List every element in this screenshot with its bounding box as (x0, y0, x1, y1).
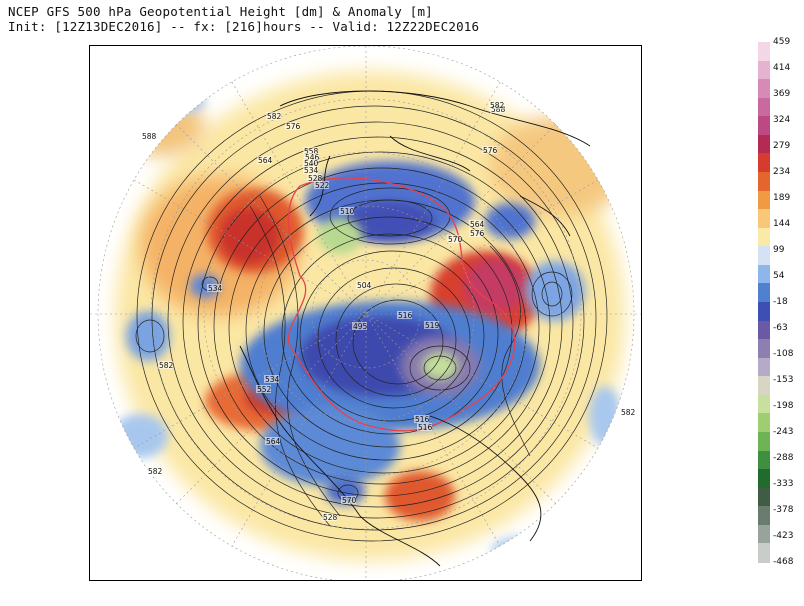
height-label: 570 (342, 496, 357, 505)
height-label: 516 (418, 423, 433, 432)
colorbar-swatch (758, 339, 770, 359)
colorbar-label: 369 (773, 89, 791, 99)
chart-title: NCEP GFS 500 hPa Geopotential Height [dm… (8, 4, 433, 19)
colorbar-label: 324 (773, 115, 791, 125)
height-label: 576 (470, 229, 485, 238)
colorbar-swatch (758, 134, 770, 154)
colorbar-label: -108 (773, 349, 794, 359)
height-label: 516 (398, 311, 413, 320)
colorbar-label: -153 (773, 375, 794, 385)
colorbar-swatch (758, 320, 770, 340)
colorbar-swatch (758, 394, 770, 414)
colorbar-swatch (758, 209, 770, 229)
colorbar-swatch (758, 264, 770, 284)
height-label: 534 (208, 284, 223, 293)
colorbar-label: -18 (773, 297, 788, 307)
height-label: 540 (304, 159, 319, 168)
height-label: 528 (323, 513, 338, 522)
colorbar-label: 234 (773, 167, 791, 177)
colorbar-label: 189 (773, 193, 791, 203)
height-label: 519 (425, 321, 440, 330)
colorbar-swatch (758, 116, 770, 136)
colorbar-swatch (758, 357, 770, 377)
colorbar-swatch (758, 469, 770, 489)
colorbar-label: -288 (773, 453, 794, 463)
height-label: 570 (448, 235, 463, 244)
height-label: 552 (257, 385, 272, 394)
colorbar-swatch (758, 543, 770, 563)
colorbar-label: -378 (773, 505, 794, 515)
colorbar-swatch (758, 302, 770, 322)
height-label-layer: 5885825765645585465405345285225105044955… (141, 101, 636, 522)
height-label: 534 (265, 375, 280, 384)
graticule (90, 46, 641, 580)
height-label: 528 (308, 174, 323, 183)
colorbar-label: -198 (773, 401, 794, 411)
colorbar-swatch (758, 97, 770, 117)
height-label: 582 (267, 112, 282, 121)
colorbar-swatch (758, 450, 770, 470)
colorbar-label: 459 (773, 37, 791, 47)
height-label: 522 (315, 181, 330, 190)
colorbar-swatch (758, 283, 770, 303)
colorbar-swatch (758, 506, 770, 526)
colorbar-swatch (758, 79, 770, 99)
height-label: 582 (148, 467, 163, 476)
colorbar-label: 54 (773, 271, 785, 281)
anomaly-field (112, 71, 630, 565)
height-label: 546 (305, 153, 320, 162)
height-label: 504 (357, 281, 372, 290)
colorbar-swatch (758, 432, 770, 452)
height-label: 564 (470, 220, 485, 229)
height-label: 576 (483, 146, 498, 155)
polar-map: 588 582 576 564 558 546 540 534 528 522 510 504 495 5… (89, 45, 642, 581)
anomaly-colorbar: 459 414 369 324 279 234 189 144 99 54 -18 -63 -108 -1… (758, 37, 800, 567)
colorbar-swatch (758, 42, 770, 62)
height-label: 588 (142, 132, 157, 141)
height-contours (135, 90, 608, 542)
height-label: 576 (286, 122, 301, 131)
colorbar-swatch (758, 376, 770, 396)
colorbar-label: 414 (773, 63, 791, 73)
colorbar-swatch (758, 246, 770, 266)
colorbar-label: -333 (773, 479, 794, 489)
height-label: 510 (340, 207, 355, 216)
colorbar-label: -423 (773, 531, 794, 541)
colorbar-label: -243 (773, 427, 794, 437)
chart-subtitle: Init: [12Z13DEC2016] -- fx: [216]hours -… (8, 19, 480, 34)
colorbar-swatch (758, 153, 770, 173)
height-label: 558 (304, 147, 319, 156)
height-label: 582 (159, 361, 174, 370)
height-label: 534 (304, 166, 319, 175)
height-label: 582 (621, 408, 636, 417)
colorbar-label: -63 (773, 323, 788, 333)
height-label: 582 (490, 101, 505, 110)
colorbar-swatch (758, 227, 770, 247)
colorbar-label: 144 (773, 219, 791, 229)
colorbar-label: 99 (773, 245, 785, 255)
colorbar-label: -468 (773, 557, 794, 567)
colorbar-swatch (758, 172, 770, 192)
colorbar-swatch (758, 413, 770, 433)
height-label: 564 (258, 156, 273, 165)
colorbar-swatch (758, 524, 770, 544)
height-label: 588 (491, 105, 506, 114)
colorbar-label: 279 (773, 141, 791, 151)
height-label: 564 (266, 437, 281, 446)
height-label: 516 (415, 415, 430, 424)
colorbar-swatch (758, 60, 770, 80)
height-label: 495 (353, 322, 368, 331)
colorbar-swatch (758, 190, 770, 210)
thickness-contour (287, 177, 516, 432)
colorbar-swatch (758, 487, 770, 507)
